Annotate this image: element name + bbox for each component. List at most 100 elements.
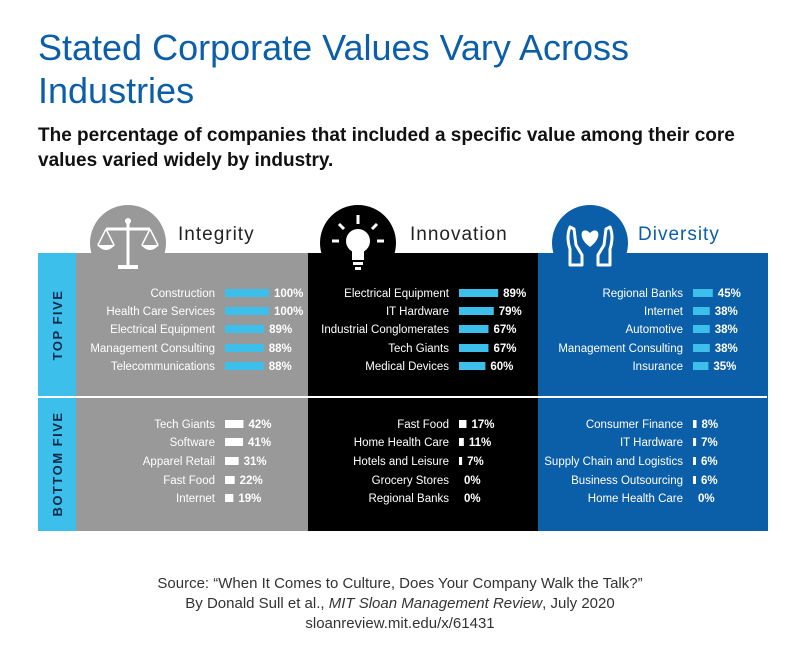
panel-innovation	[308, 253, 538, 531]
bar-top	[693, 344, 710, 352]
source-line-1: Source: “When It Comes to Culture, Does …	[157, 575, 643, 592]
scales-knob	[125, 218, 131, 224]
industry-label: Regional Banks	[368, 493, 449, 505]
bar-bottom	[693, 438, 697, 446]
bar-bottom	[459, 438, 464, 446]
value-label: 8%	[702, 419, 719, 431]
industry-label: Electrical Equipment	[344, 288, 450, 300]
industry-label: Business Outsourcing	[571, 475, 683, 487]
value-label: 38%	[715, 324, 738, 336]
chart-subtitle: The percentage of companies that include…	[38, 125, 735, 171]
panel-diversity	[538, 253, 768, 531]
value-label: 60%	[490, 361, 513, 373]
panel-header-innovation: Innovation	[410, 224, 508, 245]
industry-label: Regional Banks	[602, 288, 683, 300]
bar-top	[459, 325, 489, 333]
bulb-tip	[355, 267, 361, 270]
value-label: 100%	[274, 288, 303, 300]
scales-base	[118, 265, 138, 269]
industry-label: Software	[170, 437, 215, 449]
industry-label: Industrial Conglomerates	[321, 324, 449, 336]
value-label: 79%	[499, 306, 522, 318]
values-by-industry-chart: TOP FIVE BOTTOM FIVE Integrity Innovation Di…	[38, 205, 768, 531]
industry-label: Fast Food	[397, 419, 449, 431]
value-label: 42%	[248, 419, 271, 431]
scales-left-pan	[97, 245, 115, 250]
value-label: 45%	[718, 288, 741, 300]
bar-top	[459, 344, 489, 352]
industry-label: Tech Giants	[388, 343, 449, 355]
value-label: 0%	[698, 493, 715, 505]
value-label: 89%	[269, 324, 292, 336]
source-note: Source: “When It Comes to Culture, Does …	[0, 574, 800, 634]
industry-label: Electrical Equipment	[110, 324, 216, 336]
industry-label: Management Consulting	[90, 343, 215, 355]
value-label: 88%	[269, 361, 292, 373]
value-label: 17%	[471, 419, 494, 431]
value-label: 0%	[464, 493, 481, 505]
bulb-base	[353, 262, 363, 265]
right-hand	[596, 225, 614, 267]
bar-bottom	[225, 476, 235, 484]
value-label: 67%	[493, 324, 516, 336]
side-label-bottom-bg	[38, 398, 76, 531]
side-label-top-bg	[38, 253, 76, 396]
scales-icon	[90, 205, 166, 281]
value-label: 11%	[469, 437, 491, 449]
industry-label: Fast Food	[163, 475, 215, 487]
bar-top	[459, 307, 494, 315]
source-url: sloanreview.mit.edu/x/61431	[305, 615, 495, 632]
bar-bottom	[225, 420, 244, 428]
source-publication: MIT Sloan Management Review	[328, 595, 543, 612]
bar-bottom	[225, 457, 239, 465]
industry-label: IT Hardware	[620, 437, 683, 449]
value-label: 6%	[701, 475, 718, 487]
value-label: 89%	[503, 288, 526, 300]
bar-bottom	[693, 476, 696, 484]
bar-top	[693, 362, 709, 370]
industry-label: Internet	[176, 493, 216, 505]
bar-bottom	[459, 457, 463, 465]
value-label: 38%	[715, 343, 738, 355]
panel-header-integrity: Integrity	[178, 224, 255, 245]
value-label: 100%	[274, 306, 303, 318]
side-label-top-five: TOP FIVE	[50, 290, 65, 361]
bar-top	[225, 362, 264, 370]
bulb-neck	[352, 251, 364, 260]
industry-label: Automotive	[625, 324, 683, 336]
value-label: 88%	[269, 343, 292, 355]
industry-label: Construction	[150, 288, 215, 300]
value-label: 67%	[493, 343, 516, 355]
scales-right-pan	[141, 245, 159, 250]
lightbulb-icon	[320, 205, 396, 281]
bulb-ray	[337, 222, 346, 231]
industry-label: Insurance	[632, 361, 683, 373]
industry-label: Grocery Stores	[372, 475, 450, 487]
panel-integrity	[76, 253, 308, 531]
industry-label: Home Health Care	[354, 437, 449, 449]
industry-label: Tech Giants	[154, 419, 215, 431]
value-label: 19%	[238, 493, 261, 505]
value-label: 6%	[701, 456, 718, 468]
heart	[581, 230, 599, 247]
industry-label: IT Hardware	[386, 306, 449, 318]
industry-label: Management Consulting	[558, 343, 683, 355]
source-authors: By Donald Sull et al.,	[185, 595, 329, 612]
value-label: 31%	[244, 456, 267, 468]
value-label: 41%	[248, 437, 271, 449]
bar-top	[459, 362, 486, 370]
bar-top	[693, 289, 713, 297]
industry-label: Hotels and Leisure	[353, 456, 449, 468]
bar-top	[225, 325, 265, 333]
bar-bottom	[693, 420, 697, 428]
value-label: 7%	[467, 456, 484, 468]
bulb-ray	[370, 222, 379, 231]
industry-label: Home Health Care	[588, 493, 683, 505]
industry-label: Telecommunications	[111, 361, 215, 373]
bar-bottom	[693, 457, 696, 465]
value-label: 7%	[701, 437, 718, 449]
chart-title: Stated Corporate Values Vary Across Indu…	[38, 27, 629, 111]
industry-label: Internet	[644, 306, 684, 318]
value-label: 35%	[713, 361, 736, 373]
industry-label: Medical Devices	[365, 361, 449, 373]
